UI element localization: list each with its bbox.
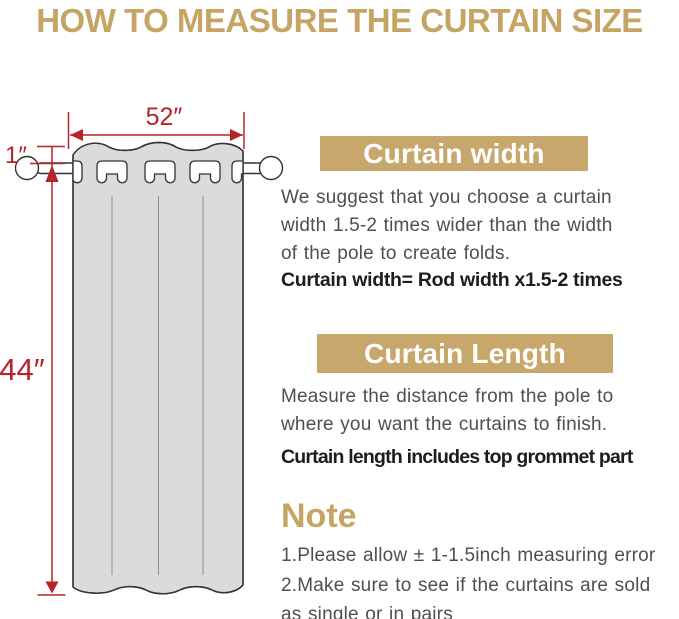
grommet-loop [231, 160, 243, 184]
note-line: as single or in pairs [281, 604, 453, 619]
note-heading: Note [281, 497, 357, 535]
curtain-width-heading: Curtain width [363, 137, 545, 169]
text-line: Measure the distance from the pole to [281, 386, 614, 407]
grommet-loop [144, 160, 176, 184]
grommet-loop [96, 160, 128, 184]
text-line: where you want the curtains to finish. [281, 414, 608, 435]
width-dimension [67, 112, 245, 149]
rod-finial-left [14, 155, 40, 181]
curtain-width-heading-banner: Curtain width [320, 136, 588, 171]
arrowhead-left [70, 129, 83, 141]
grommet-loop [189, 160, 221, 184]
grommet-loops [73, 160, 243, 184]
arrowhead-right [230, 129, 243, 141]
width-dimension-label: 52″ [146, 103, 183, 131]
curtain-length-heading-banner: Curtain Length [317, 334, 613, 373]
text-line: of the pole to create folds. [281, 243, 511, 264]
note-line: 1.Please allow ± 1-1.5inch measuring err… [281, 545, 656, 566]
curtain-length-heading: Curtain Length [364, 337, 566, 369]
curtain-panel-outline [72, 141, 244, 595]
curtain-measurement-diagram: 52″ 1″ 44″ [0, 103, 284, 596]
curtain-length-formula: Curtain length includes top grommet part [281, 446, 633, 468]
note-list: 1.Please allow ± 1-1.5inch measuring err… [281, 541, 655, 619]
curtain-fold-lines [111, 196, 204, 575]
note-line: 2.Make sure to see if the curtains are s… [281, 574, 651, 596]
curtain-width-formula: Curtain width= Rod width x1.5-2 times [281, 269, 623, 291]
grommet-loop [73, 160, 83, 184]
text-line: We suggest that you choose a curtain [281, 187, 612, 208]
grommet-height-label: 1″ [5, 142, 27, 169]
page-title: HOW TO MEASURE THE CURTAIN SIZE [36, 2, 643, 39]
text-line: width 1.5-2 times wider than the width [281, 215, 613, 236]
arrowhead-up [45, 165, 59, 182]
arrowhead-down [45, 581, 59, 594]
rod-finial-right [258, 155, 284, 181]
curtain-width-description: We suggest that you choose a curtain wid… [281, 184, 612, 268]
curtain-length-description: Measure the distance from the pole to wh… [281, 383, 613, 439]
length-dimension-label: 44″ [0, 352, 45, 387]
length-dimension [30, 145, 66, 596]
